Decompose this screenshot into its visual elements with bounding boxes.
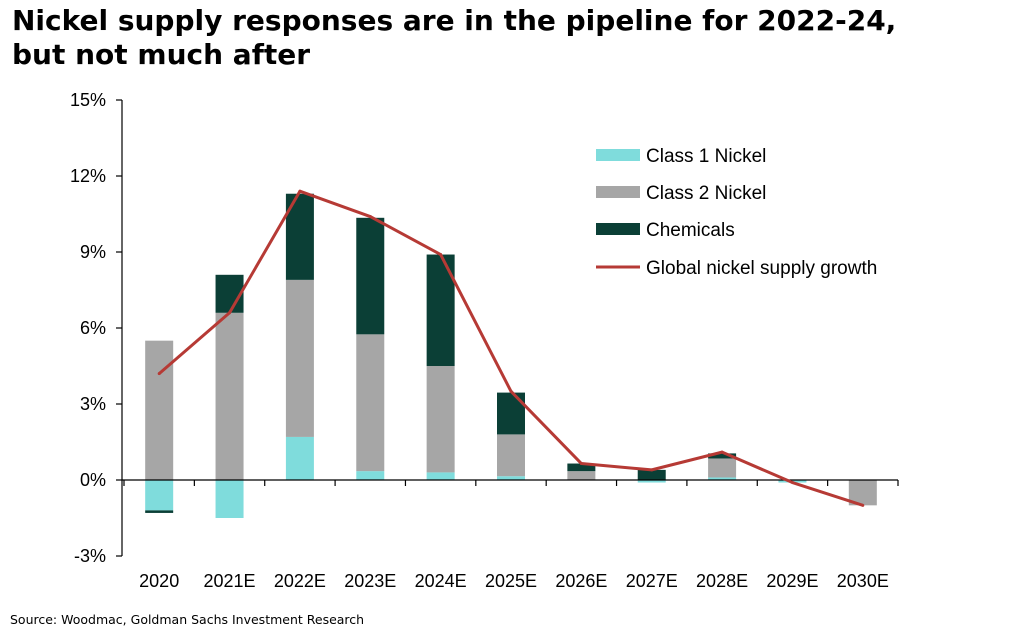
bar-chemicals-2028E (708, 453, 737, 459)
bars (145, 193, 877, 518)
y-tick-label: 3% (80, 394, 106, 414)
bar-class-2-nickel-2026E (567, 471, 596, 480)
supply-growth-point (861, 503, 865, 507)
bar-class-1-nickel-2023E (356, 471, 385, 480)
bar-chemicals-2023E (356, 217, 385, 335)
x-tick-label: 2025E (485, 571, 537, 591)
legend-class-2-nickel-label: Class 2 Nickel (646, 183, 766, 204)
bar-class-2-nickel-2021E (215, 312, 244, 480)
supply-growth-point (579, 462, 583, 466)
y-tick-label: 15% (70, 90, 106, 110)
bar-chemicals-2026E (567, 463, 596, 472)
x-tick-label: 2030E (837, 571, 889, 591)
y-tick-label: 0% (80, 470, 106, 490)
legend-class-2-nickel-swatch (596, 186, 640, 198)
x-tick-label: 2021E (204, 571, 256, 591)
x-tick-label: 2020 (139, 571, 179, 591)
y-tick-label: -3% (74, 546, 106, 566)
bar-class-1-nickel-2028E (708, 477, 737, 480)
bar-class-2-nickel-2022E (285, 279, 314, 437)
source-note: Source: Woodmac, Goldman Sachs Investmen… (10, 612, 365, 627)
y-axis: 15% 12% 9% 6% 3% 0% -3% (70, 90, 123, 566)
supply-growth-point (509, 389, 513, 393)
supply-growth-point (790, 481, 794, 485)
bar-class-2-nickel-2028E (708, 458, 737, 478)
x-tick-label: 2027E (626, 571, 678, 591)
x-tick-label: 2022E (274, 571, 326, 591)
bar-class-2-nickel-2025E (497, 434, 525, 477)
bar-chemicals-2027E (637, 469, 666, 480)
supply-growth-point (439, 253, 443, 257)
chart-title-line-1: Nickel supply responses are in the pipel… (12, 4, 897, 37)
supply-growth-point (228, 311, 232, 315)
bar-class-1-nickel-2022E (285, 436, 314, 480)
supply-growth-point (650, 468, 654, 472)
supply-growth-point (720, 450, 724, 454)
legend-class-1-nickel-label: Class 1 Nickel (646, 146, 766, 167)
bar-class-2-nickel-2020 (145, 340, 174, 480)
chart-title: Nickel supply responses are in the pipel… (12, 4, 1012, 72)
x-tick-label: 2024E (415, 571, 467, 591)
bar-class-1-nickel-2020 (145, 480, 174, 511)
x-tick-label: 2026E (555, 571, 607, 591)
supply-growth-line-layer (157, 189, 865, 507)
bar-class-1-nickel-2021E (215, 480, 244, 518)
bar-class-1-nickel-2027E (637, 480, 666, 483)
bar-chemicals-2025E (497, 392, 525, 435)
bar-class-1-nickel-2024E (426, 472, 455, 480)
x-tick-label: 2028E (696, 571, 748, 591)
supply-growth-point (368, 215, 372, 219)
y-tick-label: 12% (70, 166, 106, 186)
x-tick-label: 2023E (344, 571, 396, 591)
legend: Class 1 Nickel Class 2 Nickel Chemicals Glo… (596, 146, 877, 279)
bar-class-2-nickel-2023E (356, 334, 385, 472)
x-tick-label: 2029E (766, 571, 818, 591)
supply-growth-point (157, 372, 161, 376)
y-tick-label: 9% (80, 242, 106, 262)
bar-class-2-nickel-2024E (426, 366, 455, 473)
x-axis: 2020 2021E 2022E 2023E 2024E 2025E 2026E 2027E 2… (122, 479, 899, 591)
legend-chemicals-label: Chemicals (646, 220, 735, 241)
legend-chemicals-swatch (596, 223, 640, 235)
legend-global-supply-growth-label: Global nickel supply growth (646, 258, 877, 279)
y-tick-label: 6% (80, 318, 106, 338)
bar-class-1-nickel-2025E (497, 476, 525, 480)
chart-title-line-2: but not much after (12, 38, 311, 71)
bar-chemicals-2020 (145, 510, 174, 513)
supply-growth-point (298, 189, 302, 193)
legend-class-1-nickel-swatch (596, 149, 640, 161)
